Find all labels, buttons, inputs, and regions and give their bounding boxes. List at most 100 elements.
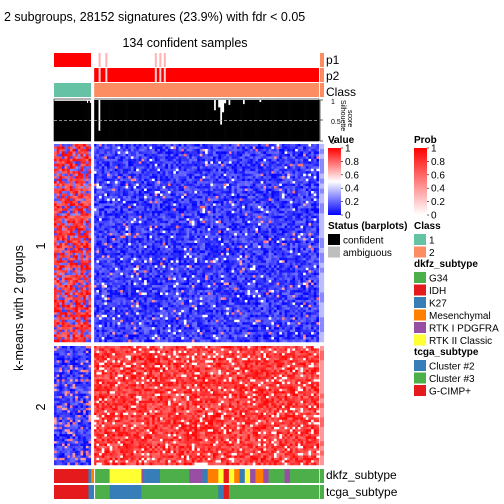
heatmap-cell xyxy=(228,191,232,194)
heatmap-cell xyxy=(313,205,317,209)
heatmap-cell xyxy=(242,151,246,155)
heatmap-cell xyxy=(271,203,275,207)
heatmap-cell xyxy=(120,247,124,251)
heatmap-cell xyxy=(284,247,288,251)
heatmap-cell xyxy=(311,228,314,231)
heatmap-cell xyxy=(273,220,277,224)
heatmap-cell xyxy=(202,148,206,152)
heatmap-cell xyxy=(284,225,288,229)
heatmap-cell xyxy=(183,153,187,157)
heatmap-cell xyxy=(72,257,76,261)
heatmap-cell xyxy=(284,238,288,241)
heatmap-cell xyxy=(313,220,317,224)
heatmap-cell xyxy=(234,208,238,212)
heatmap-cell xyxy=(313,146,317,150)
heatmap-cell xyxy=(130,181,134,184)
heatmap-cell xyxy=(109,238,113,241)
heatmap-cell xyxy=(117,233,121,236)
heatmap-cell xyxy=(258,156,261,160)
heatmap-cell xyxy=(165,240,169,244)
heatmap-cell xyxy=(194,173,198,177)
heatmap-cell xyxy=(64,247,68,251)
heatmap-cell xyxy=(162,200,166,204)
heatmap-cell xyxy=(59,235,63,239)
heatmap-cell xyxy=(69,188,73,192)
heatmap-cell xyxy=(162,144,166,147)
heatmap-cell xyxy=(183,144,187,147)
heatmap-cell xyxy=(54,250,57,254)
heatmap-cell xyxy=(136,191,140,194)
heatmap-cell xyxy=(83,257,87,261)
heatmap-cell xyxy=(199,218,203,221)
heatmap-cell xyxy=(268,188,272,192)
heatmap-cell xyxy=(93,171,97,174)
heatmap-cell xyxy=(99,240,102,244)
heatmap-cell xyxy=(125,198,129,202)
heatmap-cell xyxy=(165,213,169,217)
heatmap-cell xyxy=(197,173,200,177)
heatmap-cell xyxy=(56,218,60,221)
heatmap-cell xyxy=(160,198,163,202)
heatmap-cell xyxy=(181,240,185,244)
heatmap-cell xyxy=(96,250,100,254)
heatmap-cell xyxy=(258,235,261,239)
heatmap-cell xyxy=(207,220,211,224)
heatmap-cell xyxy=(281,195,285,199)
heatmap-cell xyxy=(308,203,312,207)
heatmap-cell xyxy=(54,240,57,244)
silhouette-bar xyxy=(191,100,194,141)
heatmap-cell xyxy=(85,238,89,241)
heatmap-cell xyxy=(305,225,309,229)
heatmap-cell xyxy=(122,235,126,239)
heatmap-cell xyxy=(194,148,198,152)
heatmap-cell xyxy=(226,230,230,234)
heatmap-cell xyxy=(210,168,214,172)
heatmap-cell xyxy=(167,158,171,162)
heatmap-cell xyxy=(125,260,129,264)
heatmap-cell xyxy=(250,153,253,157)
heatmap-cell xyxy=(114,176,118,179)
heatmap-cell xyxy=(207,257,211,261)
heatmap-cell xyxy=(107,220,110,224)
heatmap-cell xyxy=(96,228,100,231)
heatmap-cell xyxy=(167,193,171,197)
heatmap-cell xyxy=(303,191,306,194)
heatmap-cell xyxy=(191,238,195,241)
heatmap-cell xyxy=(244,235,248,239)
heatmap-cell xyxy=(202,240,206,244)
heatmap-cell xyxy=(160,163,163,167)
heatmap-cell xyxy=(162,203,166,207)
heatmap-cell xyxy=(85,161,89,165)
heatmap-cell xyxy=(234,220,238,224)
heatmap-cell xyxy=(61,250,65,254)
heatmap-cell xyxy=(297,161,301,165)
heatmap-cell xyxy=(136,173,140,177)
heatmap-cell xyxy=(234,200,238,204)
heatmap-cell xyxy=(175,218,179,221)
heatmap-cell xyxy=(263,235,267,239)
heatmap-cell xyxy=(305,223,309,226)
heatmap-cell xyxy=(228,250,232,254)
heatmap-cell xyxy=(64,252,68,256)
heatmap-cell xyxy=(308,146,312,150)
heatmap-cell xyxy=(175,144,179,147)
heatmap-cell xyxy=(85,205,89,209)
heatmap-cell xyxy=(154,238,158,241)
heatmap-cell xyxy=(213,148,216,152)
heatmap-cell xyxy=(72,223,76,226)
heatmap-cell xyxy=(289,250,293,254)
heatmap-cell xyxy=(59,151,63,155)
heatmap-cell xyxy=(279,166,283,169)
heatmap-cell xyxy=(244,230,248,234)
heatmap-cell xyxy=(165,181,169,184)
heatmap-cell xyxy=(218,218,222,221)
heatmap-cell xyxy=(281,163,285,167)
heatmap-cell xyxy=(181,193,185,197)
silhouette-bar xyxy=(70,100,73,141)
heatmap-cell xyxy=(154,171,158,174)
heatmap-cell xyxy=(162,191,166,194)
heatmap-cell xyxy=(146,171,150,174)
main-heatmap xyxy=(54,53,320,500)
heatmap-cell xyxy=(273,233,277,236)
heatmap-cell xyxy=(167,195,171,199)
